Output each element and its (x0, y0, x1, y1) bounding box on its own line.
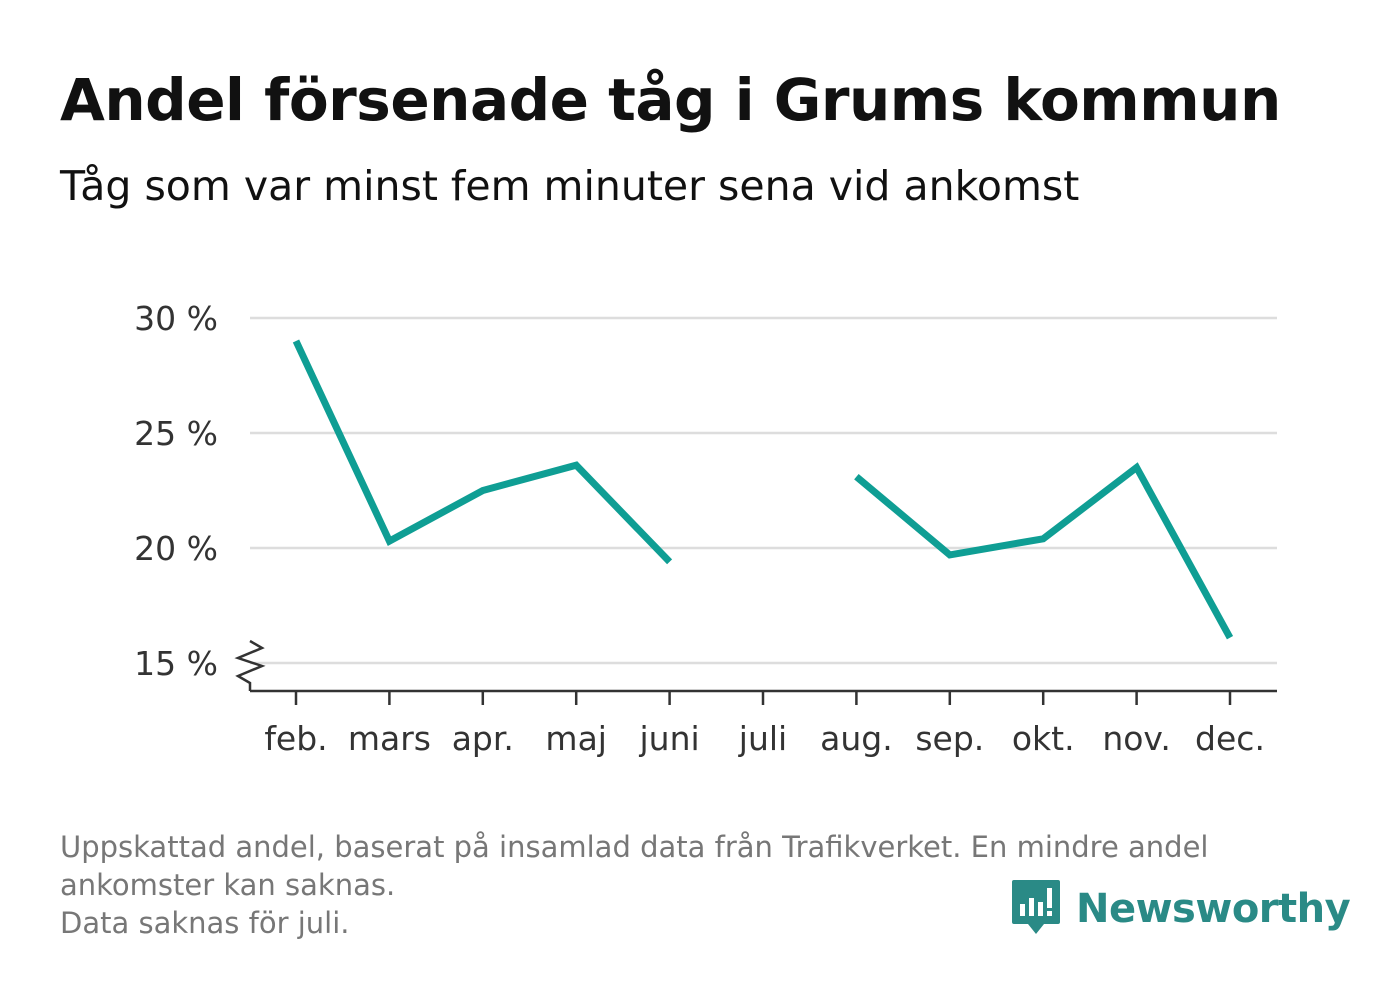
x-tick-label: aug. (820, 719, 893, 758)
x-tick-label: juli (738, 719, 787, 758)
y-tick-label: 30 % (134, 299, 218, 338)
x-tick-label: dec. (1195, 719, 1265, 758)
newsworthy-logo: Newsworthy (1010, 878, 1351, 940)
x-tick-label: sep. (915, 719, 984, 758)
newsworthy-chart-bubble-icon (1012, 880, 1060, 934)
x-tick-label: maj (545, 719, 607, 758)
chart-subtitle: Tåg som var minst fem minuter sena vid a… (60, 162, 1080, 210)
tick-label-layer: 15 % 20 % 25 % 30 % feb. mars apr. maj juni juli a… (134, 299, 1265, 758)
series-line (854, 462, 1234, 640)
axis-layer (234, 639, 1277, 705)
x-tick-label: juni (639, 719, 700, 758)
x-tick-label: apr. (452, 719, 514, 758)
brand-name: Newsworthy (1076, 886, 1351, 932)
footnote: Uppskattad andel, baserat på insamlad da… (60, 828, 1320, 942)
grid-layer (250, 316, 1277, 665)
x-tick-label: okt. (1012, 719, 1075, 758)
footnote-line: Data saknas för juli. (60, 906, 350, 940)
series-line (292, 339, 673, 565)
footnote-line: ankomster kan saknas. (60, 868, 396, 902)
y-tick-label: 20 % (134, 529, 218, 568)
chart-title: Andel försenade tåg i Grums kommun (60, 66, 1281, 134)
y-axis-break-icon (234, 639, 266, 691)
footnote-line: Uppskattad andel, baserat på insamlad da… (60, 830, 1209, 864)
x-tick-label: nov. (1102, 719, 1171, 758)
series-layer (292, 339, 1234, 640)
y-tick-label: 15 % (134, 644, 218, 683)
x-tick-label: mars (348, 719, 431, 758)
x-tick-label: feb. (264, 719, 327, 758)
y-tick-label: 25 % (134, 414, 218, 453)
